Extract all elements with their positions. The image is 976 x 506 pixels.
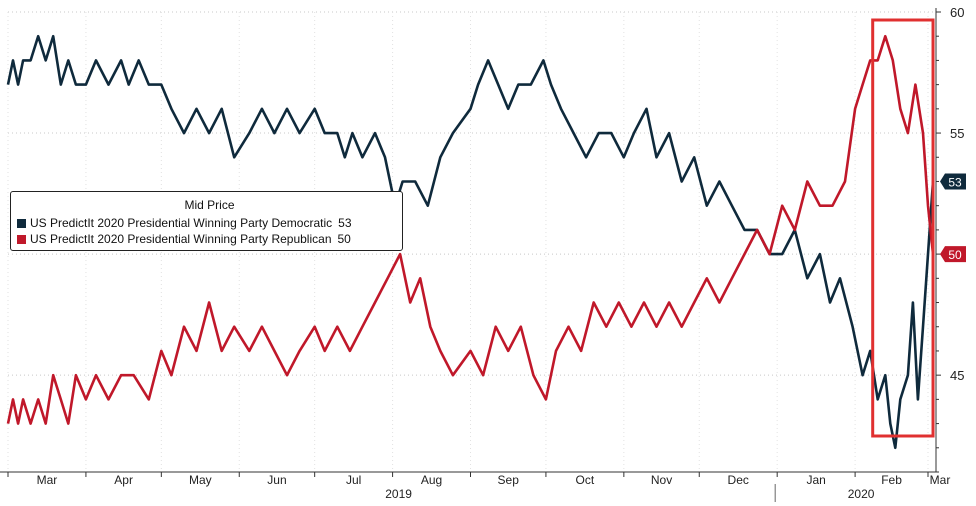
- legend: Mid Price US PredictIt 2020 Presidential…: [10, 191, 403, 251]
- x-tick-label: Jun: [267, 473, 286, 487]
- x-tick-label: Jan: [806, 473, 825, 487]
- x-axis: Mar Apr May Jun Jul Aug Sep Oct Nov Dec Jan Feb Mar 2…: [0, 471, 951, 502]
- x-tick-label: Dec: [728, 473, 749, 487]
- highlight-box: [871, 18, 935, 438]
- legend-label-democratic: US PredictIt 2020 Presidential Winning P…: [30, 216, 333, 230]
- series-line-1: [6, 34, 935, 425]
- x-tick-label: Mar: [930, 473, 951, 487]
- legend-entry-republican: US PredictIt 2020 Presidential Winning P…: [17, 231, 402, 247]
- last-value-tag-1: [940, 246, 966, 263]
- x-tick-label: Feb: [881, 473, 902, 487]
- last-value-label-0: 53: [948, 175, 962, 189]
- y-tick-label: 55: [950, 126, 964, 141]
- x-tick-label: May: [189, 473, 212, 487]
- x-tick-label: Nov: [651, 473, 672, 487]
- annotations: [871, 18, 935, 438]
- x-tick-label: Oct: [576, 473, 595, 487]
- x-tick-label: Aug: [421, 473, 442, 487]
- x-tick-label: Jul: [346, 473, 361, 487]
- legend-entry-democratic: US PredictIt 2020 Presidential Winning P…: [17, 215, 402, 231]
- series-line-0: [6, 34, 935, 450]
- legend-swatch-democratic: [17, 218, 26, 228]
- x-tick-label: Apr: [114, 473, 133, 487]
- x-tick-label: Mar: [37, 473, 58, 487]
- series-layer: [6, 34, 935, 450]
- gridlines: [7, 11, 936, 472]
- y-tick-label: 60: [950, 5, 964, 20]
- legend-swatch-republican: [17, 234, 26, 244]
- last-value-tag-0: [940, 173, 966, 190]
- legend-value-democratic: 53: [338, 216, 352, 230]
- last-value-label-1: 50: [948, 248, 962, 262]
- y-axis: 455055605350: [935, 5, 966, 473]
- legend-value-republican: 50: [337, 232, 351, 246]
- y-tick-label: 45: [950, 368, 964, 383]
- x-tick-label: Sep: [498, 473, 520, 487]
- legend-label-republican: US PredictIt 2020 Presidential Winning P…: [30, 232, 332, 246]
- year-label: 2020: [848, 487, 875, 501]
- year-label: 2019: [385, 487, 412, 501]
- legend-title: Mid Price: [184, 198, 235, 212]
